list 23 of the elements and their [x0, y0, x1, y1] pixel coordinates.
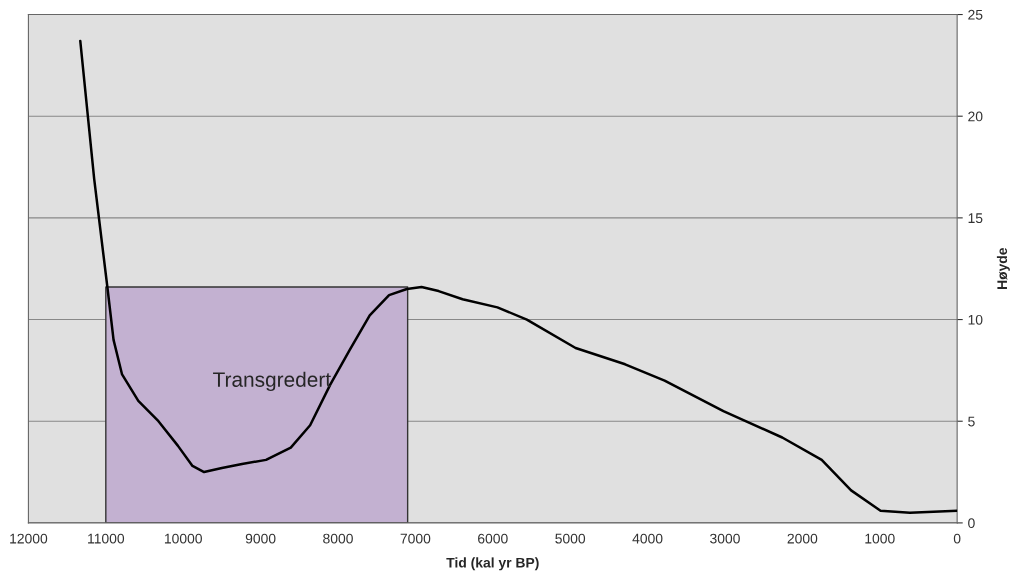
y-tick-label: 20 [968, 111, 983, 122]
y-tick-label: 15 [968, 213, 983, 224]
x-tick-label: 4000 [632, 533, 663, 544]
x-tick-label: 9000 [245, 533, 276, 544]
x-tick-label: 0 [953, 533, 961, 544]
x-axis-title: Tid (kal yr BP) [446, 557, 539, 571]
series-label: Transgredert [213, 371, 331, 392]
line-series [79, 39, 958, 514]
y-axis-title: Høyde [996, 247, 1010, 290]
x-tick-label: 6000 [478, 533, 508, 544]
x-tick-label: 1000 [865, 533, 895, 544]
y-tick-label: 0 [968, 518, 975, 529]
x-tick-label: 2000 [787, 533, 818, 544]
y-tick-label: 25 [968, 9, 983, 20]
y-tick-label: 5 [968, 416, 975, 427]
x-tick-label: 10000 [164, 533, 202, 544]
x-tick-label: 11000 [88, 533, 125, 544]
x-tick-label: 7000 [400, 533, 431, 544]
x-tick-label: 3000 [710, 533, 740, 544]
y-tick-label: 10 [968, 314, 983, 325]
x-tick-label: 12000 [10, 533, 48, 544]
x-tick-label: 5000 [555, 533, 586, 544]
x-tick-label: 8000 [323, 533, 353, 544]
